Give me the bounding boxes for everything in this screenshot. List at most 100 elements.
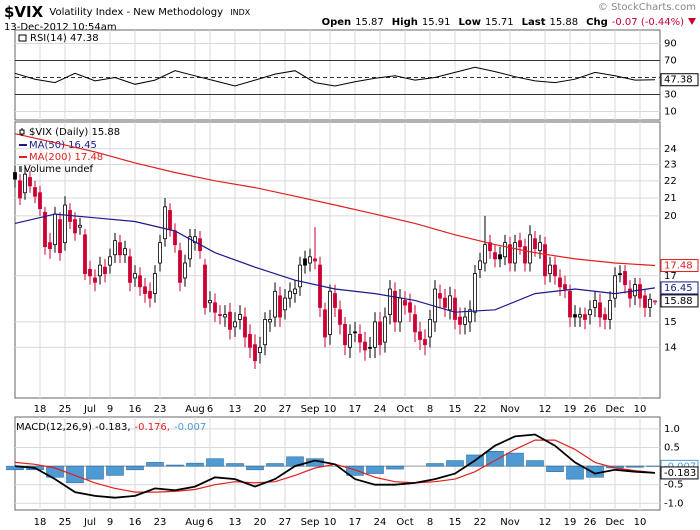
candle-body bbox=[373, 321, 377, 348]
candle-body bbox=[268, 319, 272, 323]
candle-body bbox=[613, 275, 617, 299]
candle-body bbox=[403, 300, 407, 306]
candle-body bbox=[493, 252, 497, 260]
candle-body bbox=[173, 230, 177, 246]
histogram-bar bbox=[566, 465, 584, 480]
candle-body bbox=[423, 339, 427, 346]
candle-body bbox=[498, 254, 502, 260]
last-value-box bbox=[660, 466, 699, 480]
candle-body bbox=[553, 264, 557, 277]
quote: Open 15.87 High 15.91 Low 15.71 Last 15.88 Chg -0… bbox=[322, 17, 685, 28]
x-tick-label: 10 bbox=[324, 404, 337, 415]
y-tick-label: 23 bbox=[664, 159, 677, 170]
x-tick-label: 10 bbox=[324, 517, 337, 528]
candle-body bbox=[333, 293, 337, 308]
x-tick-label: 16 bbox=[129, 517, 142, 528]
histogram-bar bbox=[166, 464, 184, 467]
quote-value: 15.88 bbox=[550, 17, 579, 28]
x-tick-label: Nov bbox=[500, 517, 520, 528]
x-tick-label: 15 bbox=[449, 517, 462, 528]
last-value-label: -0.183 bbox=[664, 468, 696, 479]
x-tick-label: 24 bbox=[374, 404, 387, 415]
histogram-bar bbox=[386, 465, 404, 470]
candle-body bbox=[503, 242, 507, 258]
candle-body bbox=[28, 177, 32, 187]
legend-icon bbox=[18, 34, 27, 42]
last-value-box bbox=[660, 73, 699, 87]
candle-body bbox=[33, 187, 37, 197]
last-value-label: 17.48 bbox=[664, 261, 693, 272]
candle-body bbox=[308, 256, 312, 264]
histogram-bar bbox=[186, 462, 204, 467]
histogram-bar bbox=[226, 463, 244, 467]
x-tick-label: 23 bbox=[154, 404, 167, 415]
candle-body bbox=[273, 290, 277, 318]
histogram-bar bbox=[86, 465, 104, 480]
quote-label: High bbox=[392, 17, 418, 28]
candle-body bbox=[368, 346, 372, 349]
last-value-box bbox=[660, 259, 699, 273]
candle-body bbox=[563, 284, 567, 290]
series-line bbox=[14, 133, 656, 267]
date: 13-Dec-2012 10:54am bbox=[4, 22, 117, 33]
candle-body bbox=[388, 288, 392, 316]
copyright: © StockCharts.com bbox=[598, 2, 696, 13]
candle-body bbox=[283, 297, 287, 311]
candle-body bbox=[58, 219, 62, 254]
panel-frame bbox=[14, 416, 661, 511]
candle-body bbox=[363, 341, 367, 351]
candle-body bbox=[618, 273, 622, 276]
y-tick-label: 22 bbox=[664, 176, 677, 187]
histogram-bar bbox=[446, 460, 464, 467]
histogram-bar bbox=[366, 465, 384, 474]
x-tick-label: 9 bbox=[107, 404, 113, 415]
candle-body bbox=[293, 288, 297, 294]
x-tick-label: 6 bbox=[207, 517, 213, 528]
legend-label: MA(50) 16.45 bbox=[29, 140, 97, 151]
security-name: Volatility Index - New Methodology bbox=[49, 7, 223, 18]
x-tick-label: 22 bbox=[474, 404, 487, 415]
background-layer bbox=[14, 29, 661, 511]
legend-label: -0.176, bbox=[135, 422, 170, 433]
candle-body bbox=[53, 213, 57, 246]
candle-body bbox=[608, 300, 612, 320]
candle-body bbox=[643, 295, 647, 308]
candle-body bbox=[63, 204, 67, 244]
candle-body bbox=[313, 258, 317, 262]
candle-body bbox=[78, 224, 82, 228]
candle-body bbox=[13, 172, 17, 180]
candle-body bbox=[638, 284, 642, 299]
candle-body bbox=[328, 290, 332, 335]
candle-body bbox=[458, 316, 462, 325]
candle-body bbox=[588, 309, 592, 316]
x-tick-label: 17 bbox=[349, 517, 362, 528]
quote-label: Last bbox=[522, 17, 546, 28]
x-tick-label: Nov bbox=[500, 404, 520, 415]
legend-label: RSI(14) 47.38 bbox=[30, 33, 99, 44]
candle-body bbox=[163, 206, 167, 240]
y-tick-label: 70 bbox=[664, 56, 677, 67]
candle-body bbox=[218, 314, 222, 317]
candle-body bbox=[248, 333, 252, 348]
candle-body bbox=[343, 323, 347, 346]
candle-body bbox=[483, 244, 487, 264]
legend-label: MACD(12,26,9) -0.183, bbox=[16, 422, 131, 433]
candle-body bbox=[598, 302, 602, 318]
x-tick-label: Sep bbox=[301, 517, 320, 528]
candle-body bbox=[583, 314, 587, 320]
candle-body bbox=[443, 297, 447, 308]
candle-body bbox=[628, 288, 632, 299]
candle-body bbox=[203, 264, 207, 308]
histogram-bar bbox=[426, 463, 444, 467]
candle-body bbox=[43, 211, 47, 248]
candle-body bbox=[513, 242, 517, 264]
x-tick-label: 19 bbox=[564, 517, 577, 528]
candle-body bbox=[123, 248, 127, 256]
candle-body bbox=[348, 333, 352, 348]
legend-label: Volume undef bbox=[24, 164, 94, 175]
candle-body bbox=[568, 290, 572, 318]
candle-body bbox=[543, 244, 547, 277]
candle-body bbox=[98, 264, 102, 277]
x-tick-label: 13 bbox=[229, 404, 242, 415]
